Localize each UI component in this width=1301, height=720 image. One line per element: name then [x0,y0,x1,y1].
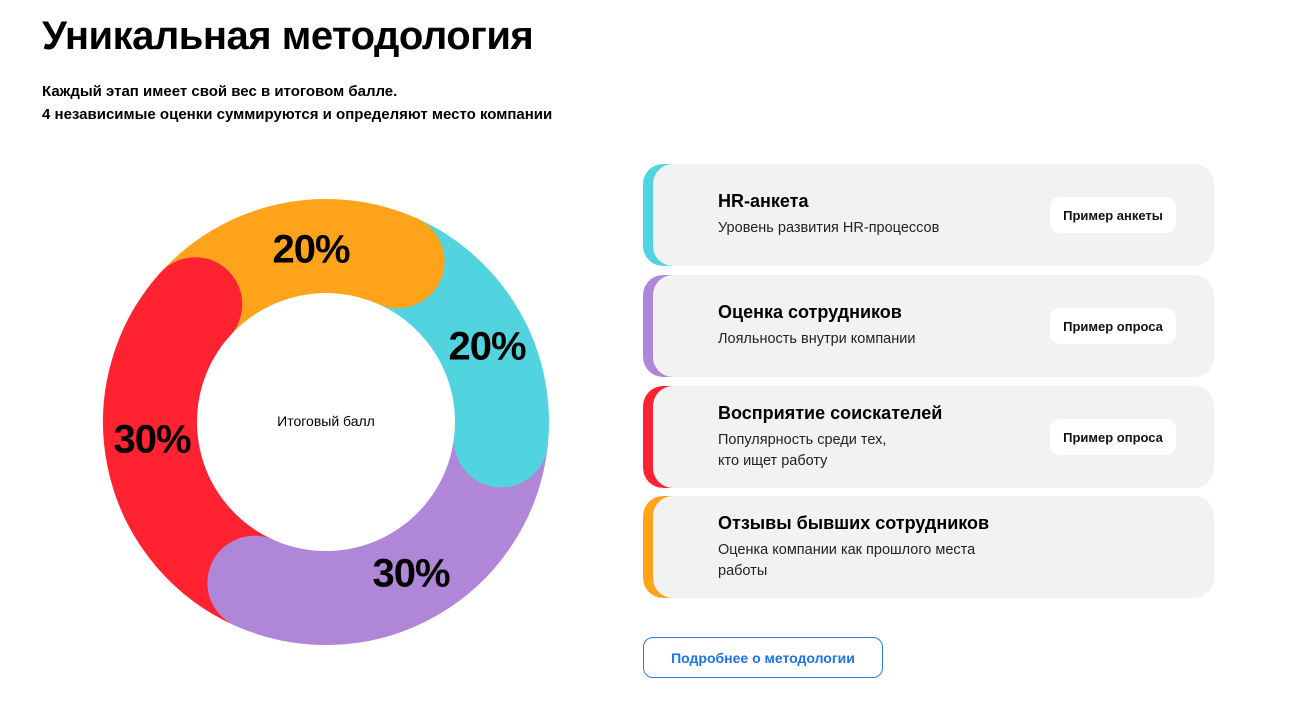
example-poll-button[interactable]: Пример опроса [1050,308,1176,344]
card-title: HR-анкета [718,191,809,211]
slice-label-former: 20% [272,227,350,272]
card-subtitle: Лояльность внутри компании [718,331,916,347]
slice-label-candidates: 30% [113,417,191,462]
card-accent-bar [643,164,693,266]
donut-slice-cap [148,257,243,352]
card-subtitle: Уровень развития HR-процессов [718,220,940,236]
card-title: Отзывы бывших сотрудников [718,512,990,533]
subtitle-line-2: 4 независимые оценки суммируются и опред… [42,106,553,123]
donut-slice-cap [207,535,302,630]
donut-slice-cap [454,393,549,488]
card-former-employees: Отзывы бывших сотрудников Оценка компании… [643,496,1214,598]
card-subtitle: Популярность среди тех, кто ищет работу [718,431,887,469]
slice-label-hr: 20% [448,324,526,369]
donut-slice-cap [350,214,445,309]
page-subtitle: Каждый этап имеет свой вес в итоговом ба… [42,80,552,126]
subtitle-line-1: Каждый этап имеет свой вес в итоговом ба… [42,83,398,100]
example-poll-button[interactable]: Пример опроса [1050,419,1176,455]
donut-center-label: Итоговый балл [277,413,375,429]
card-accent-bar [643,275,693,377]
methodology-details-button[interactable]: Подробнее о методологии [643,637,883,678]
card-subtitle: Оценка компании как прошлого места работ… [718,541,976,579]
slice-label-employees: 30% [372,551,450,596]
card-accent-bar [643,386,693,488]
card-employee-rating: Оценка сотрудников Лояльность внутри комп… [643,275,1214,377]
donut-chart [103,199,549,645]
card-candidate-perception: Восприятие соискателей Популярность среди… [643,386,1214,488]
donut-slice [103,272,275,626]
card-title: Оценка сотрудников [718,302,902,322]
card-title: Восприятие соискателей [718,402,943,423]
example-survey-button[interactable]: Пример анкеты [1050,197,1176,233]
donut-slice [235,434,548,645]
page-title: Уникальная методология [42,14,534,58]
card-hr-survey: HR-анкета Уровень развития HR-процессов П… [643,164,1214,266]
card-accent-bar [643,496,693,598]
